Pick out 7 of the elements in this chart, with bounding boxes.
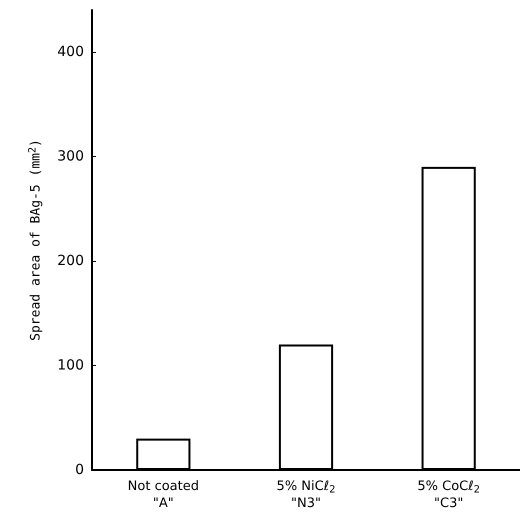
x-tick-label: Not coated "A" [128,479,199,511]
y-tick-label: 0 [75,462,84,478]
y-tick-label: 300 [57,148,84,164]
y-tick-label: 400 [57,44,84,60]
y-axis-title: Spread area of BAg-5 (mm2) [28,139,44,341]
y-tick-label: 100 [57,357,84,374]
y-tick-label: 200 [57,252,84,269]
